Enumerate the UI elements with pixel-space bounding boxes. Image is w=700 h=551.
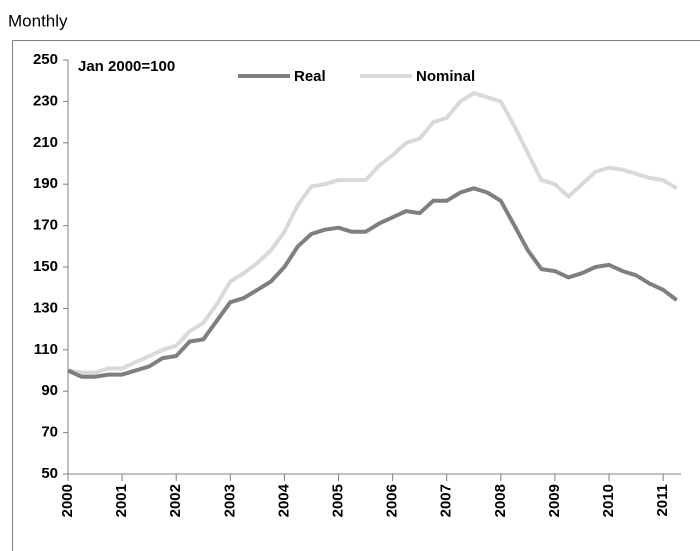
y-tick-label: 150 [33,258,58,275]
x-tick-label: 2001 [113,484,130,517]
x-tick-label: 2000 [59,484,76,517]
y-tick-label: 250 [33,51,58,68]
x-tick-label: 2005 [329,484,346,517]
x-tick-label: 2002 [167,484,184,517]
y-tick-label: 110 [34,341,58,358]
annotation: Jan 2000=100 [78,58,175,75]
x-tick-label: 2009 [546,484,563,517]
x-tick-label: 2007 [438,484,455,517]
x-tick-label: 2011 [654,484,671,517]
y-tick-label: 230 [33,92,58,109]
x-tick-label: 2010 [600,484,617,517]
y-tick-label: 130 [33,299,58,316]
y-tick-label: 90 [41,382,58,399]
x-tick-label: 2008 [492,484,509,517]
x-tick-label: 2006 [384,484,401,517]
y-tick-label: 170 [33,217,58,234]
y-tick-label: 50 [41,465,58,482]
chart-title: Monthly [8,11,68,30]
y-tick-label: 190 [33,175,58,192]
legend-label: Nominal [416,68,475,85]
legend-label: Real [294,68,326,85]
y-tick-label: 70 [41,424,58,441]
y-tick-label: 210 [33,134,58,151]
x-tick-label: 2004 [275,483,292,517]
series-line [67,186,678,379]
x-tick-label: 2003 [221,484,238,517]
series-line [67,91,678,375]
